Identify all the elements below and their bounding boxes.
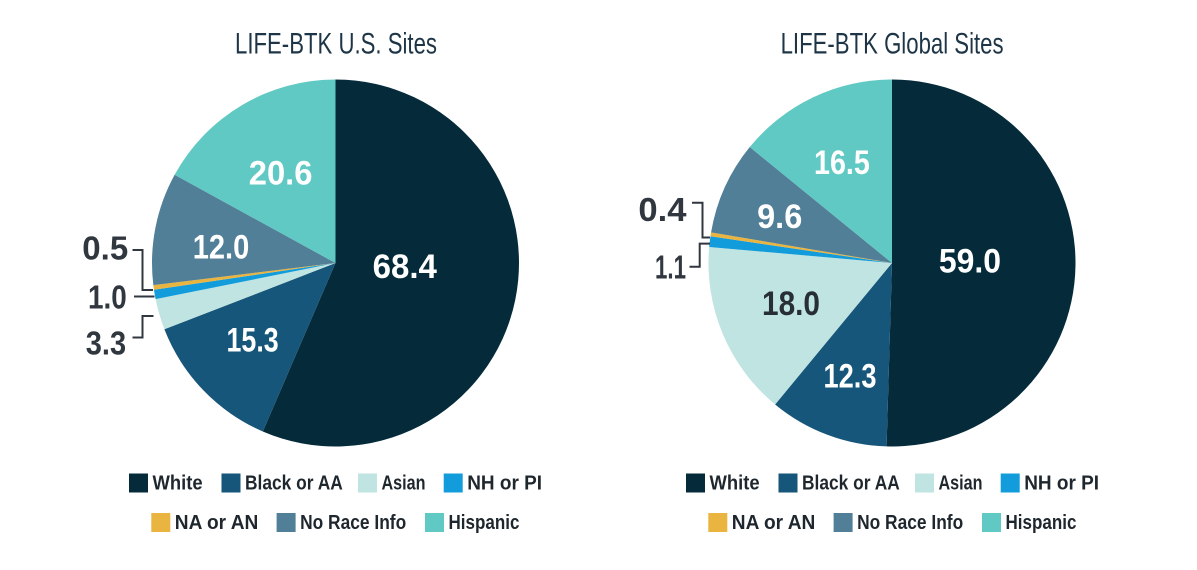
svg-text:59.0: 59.0 bbox=[939, 242, 1001, 280]
svg-text:Black or AA: Black or AA bbox=[245, 473, 343, 495]
svg-text:NA or AN: NA or AN bbox=[732, 512, 816, 534]
svg-text:No Race Info: No Race Info bbox=[857, 512, 963, 534]
svg-text:12.0: 12.0 bbox=[193, 228, 250, 266]
svg-text:Asian: Asian bbox=[939, 473, 983, 495]
svg-text:NH or PI: NH or PI bbox=[467, 473, 542, 495]
svg-text:16.5: 16.5 bbox=[814, 144, 870, 182]
svg-text:Black or AA: Black or AA bbox=[802, 473, 900, 495]
svg-text:1.0: 1.0 bbox=[88, 279, 127, 316]
svg-text:White: White bbox=[153, 473, 203, 495]
svg-text:Hispanic: Hispanic bbox=[1006, 512, 1077, 534]
svg-text:Hispanic: Hispanic bbox=[449, 512, 520, 534]
svg-text:NA or AN: NA or AN bbox=[175, 512, 258, 534]
svg-text:68.4: 68.4 bbox=[373, 248, 437, 286]
svg-text:LIFE-BTK U.S. Sites: LIFE-BTK U.S. Sites bbox=[235, 28, 437, 61]
svg-text:NH or PI: NH or PI bbox=[1024, 473, 1099, 495]
svg-text:White: White bbox=[710, 473, 760, 495]
svg-text:LIFE-BTK Global Sites: LIFE-BTK Global Sites bbox=[781, 28, 1004, 61]
svg-text:No Race Info: No Race Info bbox=[300, 512, 406, 534]
svg-text:20.6: 20.6 bbox=[249, 154, 313, 192]
svg-text:9.6: 9.6 bbox=[757, 198, 802, 236]
svg-text:Asian: Asian bbox=[382, 473, 426, 495]
svg-text:18.0: 18.0 bbox=[762, 285, 820, 323]
svg-text:0.5: 0.5 bbox=[82, 229, 128, 266]
svg-text:0.4: 0.4 bbox=[638, 191, 687, 228]
svg-text:1.1: 1.1 bbox=[655, 248, 686, 285]
svg-text:12.3: 12.3 bbox=[824, 358, 877, 396]
svg-text:3.3: 3.3 bbox=[86, 324, 126, 361]
svg-text:15.3: 15.3 bbox=[227, 322, 279, 360]
